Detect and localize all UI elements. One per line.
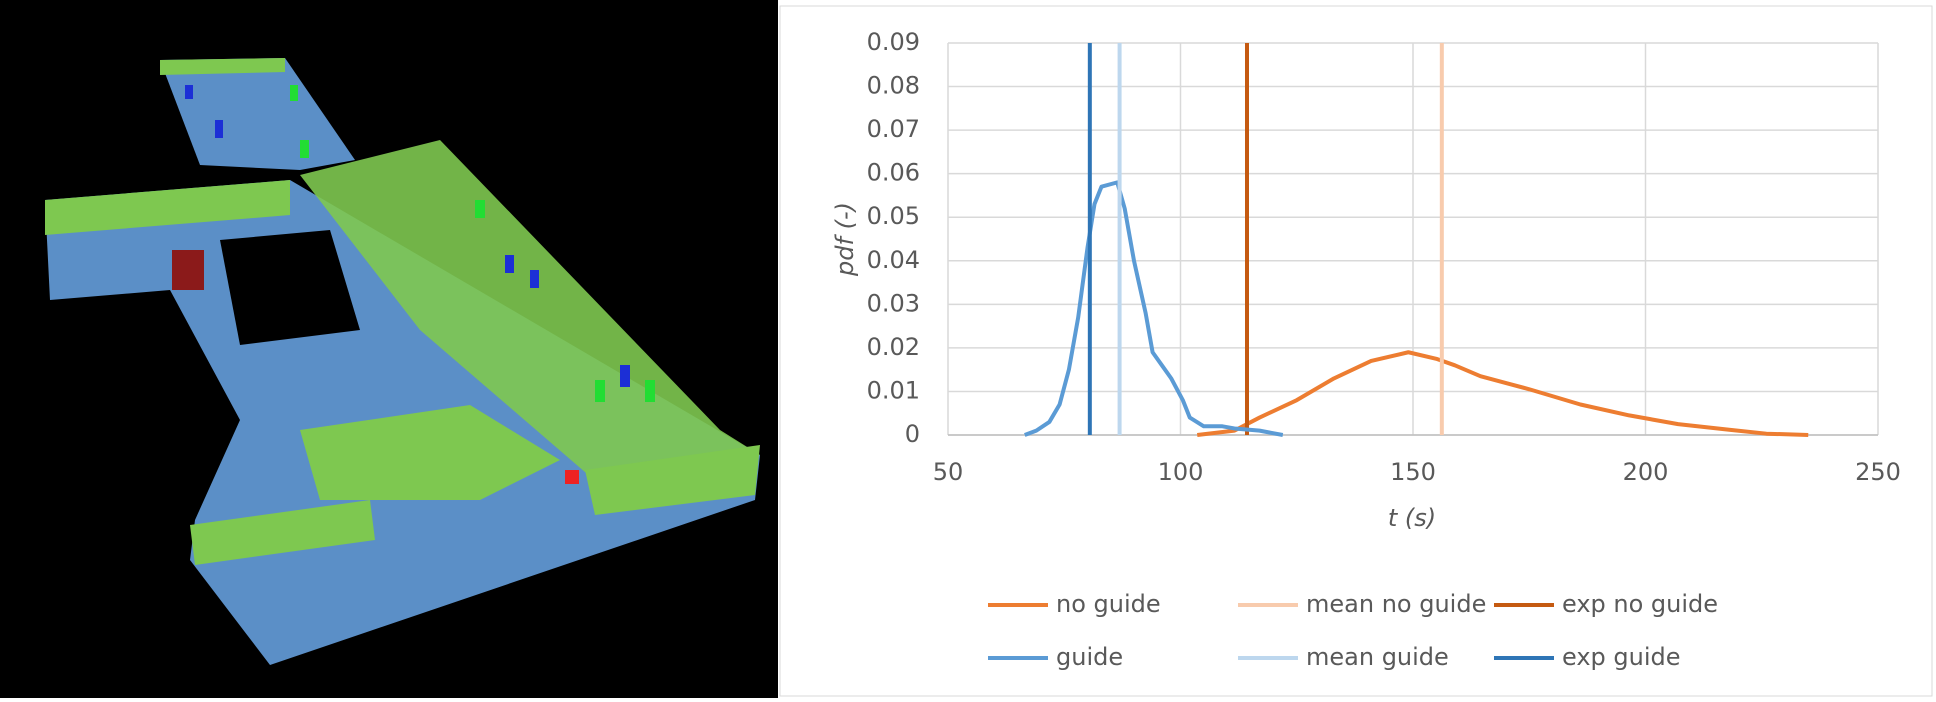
courtyard <box>220 230 360 345</box>
y-tick-label: 0.05 <box>867 202 920 230</box>
agent <box>475 200 485 218</box>
agent <box>215 120 223 138</box>
x-tick-label: 150 <box>1390 458 1436 486</box>
y-tick-label: 0 <box>905 420 920 448</box>
series-line <box>1197 350 1809 437</box>
door <box>172 250 204 290</box>
legend-label: exp no guide <box>1562 590 1718 618</box>
legend-label: mean guide <box>1306 643 1449 671</box>
agent <box>300 140 309 158</box>
x-axis-title: t (s) <box>1388 504 1436 532</box>
y-tick-label: 0.04 <box>867 246 920 274</box>
agent <box>290 85 298 101</box>
agent <box>645 380 655 402</box>
legend-label: exp guide <box>1562 643 1681 671</box>
series-line <box>1024 180 1284 437</box>
exit <box>565 470 579 484</box>
legend-label: guide <box>1056 643 1123 671</box>
wall <box>190 500 375 565</box>
chart-area <box>779 5 1933 697</box>
x-tick-label: 100 <box>1158 458 1204 486</box>
agents <box>290 85 655 402</box>
wall <box>300 405 560 500</box>
legend-label: no guide <box>1056 590 1161 618</box>
agent <box>185 85 193 99</box>
y-tick-label: 0.09 <box>867 28 920 56</box>
simulation-view <box>0 0 778 698</box>
y-tick-label: 0.08 <box>867 72 920 100</box>
y-tick-label: 0.03 <box>867 289 920 317</box>
agent <box>595 380 605 402</box>
wall <box>45 180 290 235</box>
wall <box>160 58 285 75</box>
y-tick-label: 0.02 <box>867 333 920 361</box>
y-tick-label: 0.07 <box>867 115 920 143</box>
legend-label: mean no guide <box>1306 590 1486 618</box>
x-tick-label: 250 <box>1855 458 1901 486</box>
agent <box>505 255 514 273</box>
agent <box>620 365 630 387</box>
y-tick-label: 0.06 <box>867 159 920 187</box>
x-tick-label: 200 <box>1623 458 1669 486</box>
x-tick-label: 50 <box>933 458 964 486</box>
agents <box>185 85 630 387</box>
wall <box>585 445 760 515</box>
agent <box>530 270 539 288</box>
y-axis-title: pdf (-) <box>831 202 859 277</box>
y-tick-label: 0.01 <box>867 376 920 404</box>
